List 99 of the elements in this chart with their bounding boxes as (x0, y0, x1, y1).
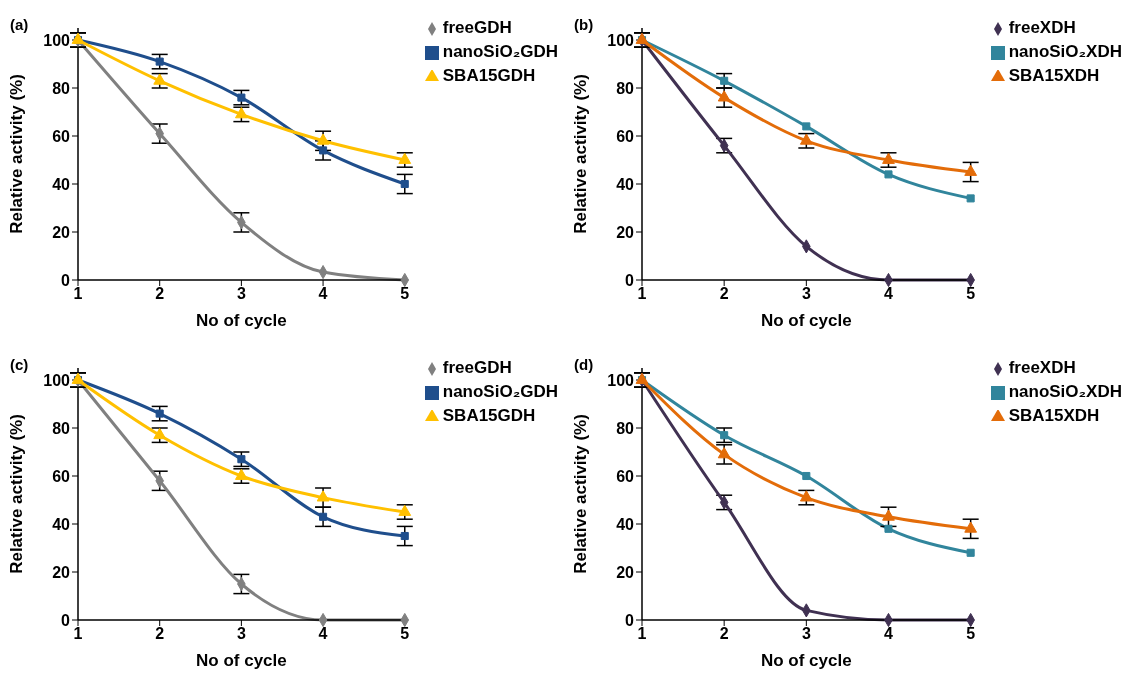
y-tick-label: 40 (52, 515, 71, 533)
point (235, 107, 248, 119)
point (400, 179, 409, 189)
y-tick-label: 80 (616, 419, 635, 437)
y-axis-title: Relative activity (%) (7, 74, 27, 234)
legend-label: freeGDH (442, 18, 512, 37)
point (400, 531, 409, 541)
x-tick-label: 5 (966, 625, 976, 643)
point (237, 455, 246, 464)
point (717, 90, 731, 102)
legend-label: freeXDH (1008, 358, 1076, 377)
point (237, 93, 246, 102)
x-tick-label: 5 (966, 285, 976, 303)
point (398, 152, 412, 164)
y-tick-label: 80 (616, 79, 635, 97)
y-tick-label: 80 (52, 419, 71, 437)
y-tick-label: 20 (52, 223, 71, 241)
y-tick-label: 100 (43, 31, 71, 49)
legend-label: nanoSiO₂XDH (1008, 42, 1122, 61)
point (882, 509, 895, 521)
y-tick-label: 0 (61, 271, 71, 289)
point (882, 152, 895, 164)
y-axis-title: Relative activity (%) (571, 74, 591, 234)
y-tick-label: 20 (616, 563, 635, 581)
x-tick-label: 1 (637, 625, 647, 643)
x-tick-label: 3 (236, 285, 246, 303)
x-tick-label: 5 (400, 285, 410, 303)
y-tick-label: 0 (625, 271, 635, 289)
point (884, 170, 893, 179)
legend-label: nanoSiO₂GDH (442, 382, 558, 401)
point (799, 133, 813, 145)
point (316, 490, 330, 502)
x-axis-title: No of cycle (196, 311, 287, 330)
y-tick-label: 20 (616, 223, 635, 241)
y-tick-label: 40 (616, 515, 635, 533)
point (966, 548, 975, 557)
legend-label: SBA15XDH (1008, 66, 1100, 85)
chart-title: (c) (10, 356, 29, 373)
y-tick-label: 0 (61, 611, 71, 629)
point (153, 427, 167, 440)
point (319, 146, 328, 155)
x-axis-title: No of cycle (760, 651, 852, 670)
x-tick-label: 3 (801, 285, 811, 303)
x-tick-label: 4 (318, 625, 328, 643)
legend-label: freeXDH (1008, 18, 1076, 37)
point (319, 512, 328, 521)
chart-title: (a) (10, 16, 29, 33)
x-axis-title: No of cycle (760, 311, 852, 330)
y-tick-label: 60 (52, 127, 71, 145)
point (398, 504, 412, 516)
x-tick-label: 2 (155, 285, 165, 303)
point (964, 164, 978, 176)
legend-label: SBA15GDH (442, 66, 536, 85)
legend-label: freeGDH (442, 358, 512, 377)
chart-title: (d) (574, 356, 594, 373)
y-tick-label: 60 (616, 467, 635, 485)
point (155, 57, 164, 66)
legend-label: nanoSiO₂XDH (1008, 382, 1122, 401)
point (153, 73, 167, 85)
y-tick-label: 0 (625, 611, 635, 629)
x-tick-label: 4 (318, 285, 328, 303)
point (964, 521, 978, 533)
y-tick-label: 100 (43, 371, 71, 389)
y-tick-label: 100 (607, 371, 635, 389)
point (720, 76, 729, 85)
x-tick-label: 4 (884, 285, 894, 303)
x-tick-label: 1 (73, 625, 83, 643)
y-tick-label: 60 (52, 467, 71, 485)
x-tick-label: 3 (801, 625, 811, 643)
y-axis-title: Relative activity (%) (7, 414, 27, 574)
point (966, 194, 975, 203)
x-tick-label: 2 (155, 625, 165, 643)
x-axis-title: No of cycle (196, 651, 287, 670)
x-tick-label: 4 (884, 625, 894, 643)
x-tick-label: 1 (637, 285, 647, 303)
y-tick-label: 20 (52, 563, 71, 581)
x-tick-label: 2 (719, 625, 729, 643)
point (316, 133, 330, 145)
y-tick-label: 40 (52, 175, 71, 193)
y-tick-label: 60 (616, 127, 635, 145)
x-tick-label: 1 (73, 285, 83, 303)
y-tick-label: 80 (52, 79, 71, 97)
point (720, 431, 729, 440)
y-axis-title: Relative activity (%) (571, 414, 591, 574)
x-tick-label: 5 (400, 625, 410, 643)
legend-label: SBA15GDH (442, 406, 536, 425)
point (802, 122, 811, 131)
point (884, 524, 893, 533)
point (802, 471, 811, 481)
point (235, 468, 248, 480)
legend-label: SBA15XDH (1008, 406, 1100, 425)
y-tick-label: 40 (616, 175, 635, 193)
point (799, 490, 813, 502)
chart-title: (b) (574, 16, 594, 33)
x-tick-label: 2 (719, 285, 729, 303)
y-tick-label: 100 (607, 31, 635, 49)
legend-label: nanoSiO₂GDH (442, 42, 558, 61)
point (155, 409, 164, 418)
x-tick-label: 3 (236, 625, 246, 643)
